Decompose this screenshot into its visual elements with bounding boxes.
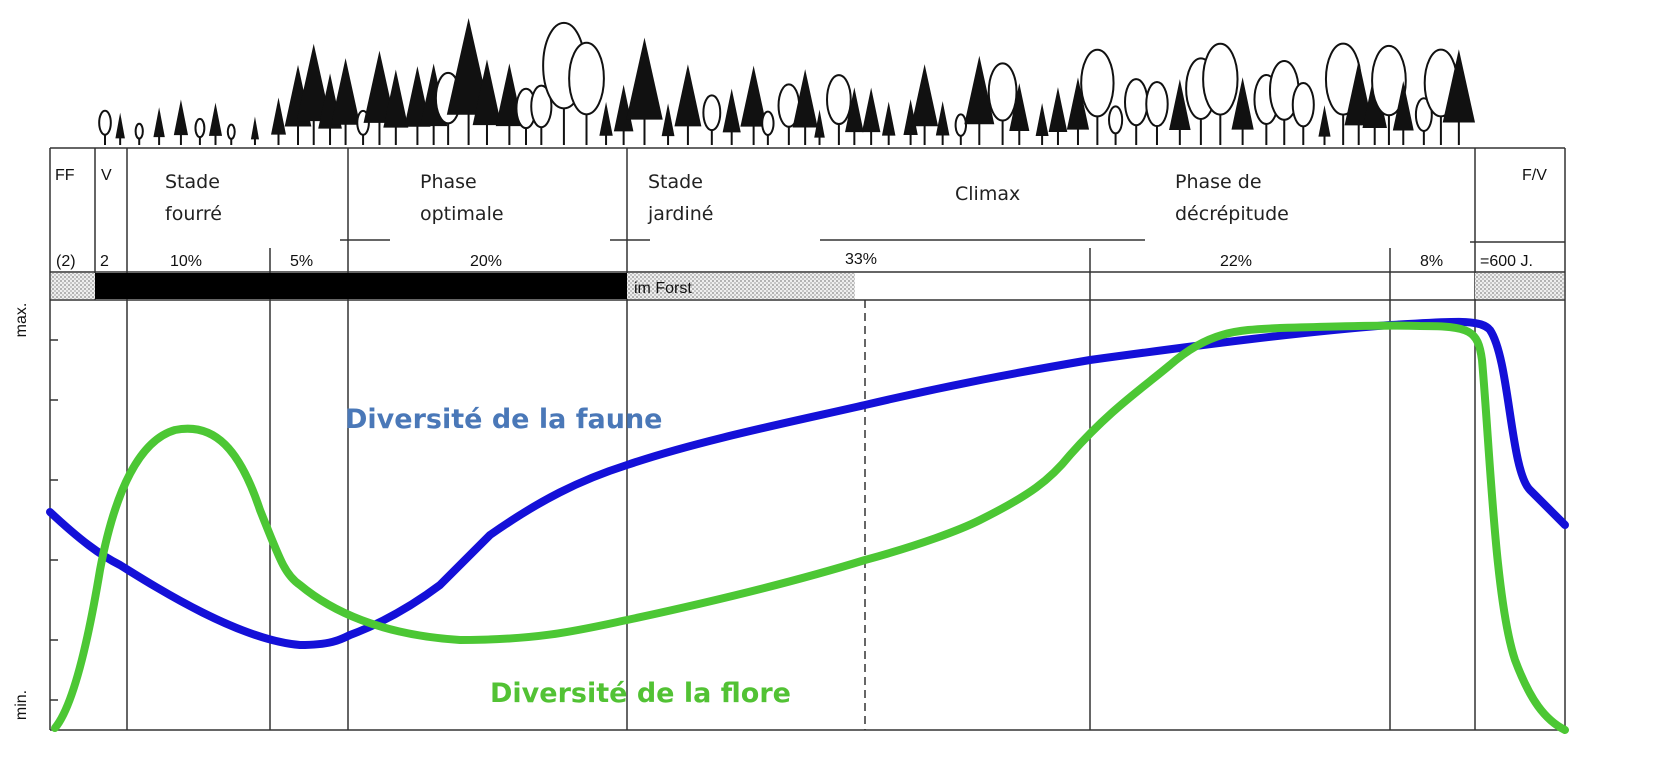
stage-label: V: [101, 167, 112, 184]
axis-max: max.: [13, 303, 30, 338]
diagram: FF V Stade fourré Phase optimale Stade j…: [0, 0, 1660, 773]
tree: [153, 107, 164, 137]
tree: [1036, 103, 1049, 136]
tree: [1203, 44, 1237, 115]
managed-bar: [95, 273, 627, 299]
stage-label: F/V: [1522, 167, 1547, 184]
stage-label: Stade: [648, 171, 703, 193]
flora-curve: [55, 326, 1565, 730]
tree: [1049, 87, 1068, 132]
tree: [136, 124, 143, 139]
share-label: 2: [100, 253, 109, 270]
tree: [703, 95, 720, 130]
stage-label: Stade: [165, 171, 220, 193]
share-label: 10%: [170, 253, 202, 270]
tree: [862, 88, 880, 133]
tree: [228, 125, 235, 139]
tree: [1146, 82, 1167, 126]
stage-label: FF: [55, 167, 75, 184]
tree: [174, 100, 188, 136]
tree: [626, 38, 662, 120]
share-label: =600 J.: [1480, 253, 1533, 270]
page: FF V Stade fourré Phase optimale Stade j…: [0, 0, 1660, 773]
forest-label: im Forst: [634, 280, 692, 297]
stage-label: Phase de: [1175, 171, 1262, 193]
share-label: 33%: [845, 251, 877, 268]
tree: [989, 63, 1017, 120]
tree: [882, 102, 895, 136]
tree: [251, 116, 259, 139]
fauna-label: Diversité de la faune: [345, 404, 662, 435]
stage-label: optimale: [420, 203, 504, 225]
fauna-curve: [50, 322, 1565, 645]
tree: [1109, 106, 1122, 133]
tree: [115, 113, 125, 139]
share-label: (2): [56, 253, 76, 270]
tree: [1125, 79, 1147, 125]
tree: [209, 103, 222, 136]
tree: [723, 89, 741, 133]
tree: [271, 97, 286, 134]
tree: [662, 103, 675, 136]
tree: [911, 64, 938, 126]
share-label: 5%: [290, 253, 313, 270]
tree: [195, 119, 204, 137]
tree: [674, 64, 701, 126]
tree: [936, 101, 950, 135]
share-label: 8%: [1420, 253, 1443, 270]
axis-min: min.: [13, 690, 30, 720]
tree: [599, 102, 612, 136]
tree: [1293, 83, 1314, 126]
share-label: 22%: [1220, 253, 1252, 270]
stage-label: Phase: [420, 171, 477, 193]
share-label: 20%: [470, 253, 502, 270]
tree: [569, 43, 604, 115]
flora-label: Diversité de la flore: [490, 678, 791, 709]
stage-label: Climax: [955, 183, 1020, 205]
stage-label: fourré: [165, 203, 222, 225]
tree-silhouettes: [99, 18, 1475, 145]
tree: [827, 75, 851, 124]
tree: [956, 114, 966, 135]
tree: [331, 58, 360, 125]
stage-label: jardiné: [647, 203, 713, 225]
hatch: [1475, 273, 1564, 299]
tree: [1081, 50, 1113, 117]
tree: [762, 112, 773, 135]
stage-label: décrépitude: [1175, 203, 1289, 225]
hatch: [51, 273, 95, 299]
tree: [1318, 105, 1330, 136]
tree: [99, 111, 111, 135]
